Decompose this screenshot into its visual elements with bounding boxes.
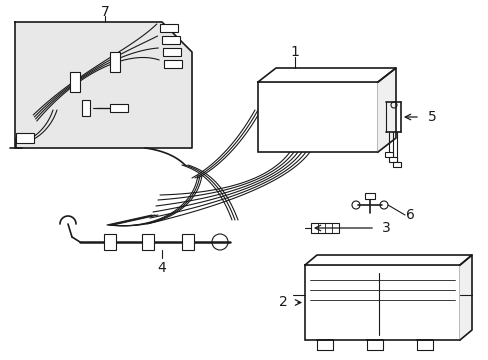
Bar	[142, 234, 154, 250]
Bar	[392, 162, 400, 167]
Bar	[310, 223, 338, 233]
Text: 7: 7	[101, 5, 109, 19]
Bar	[364, 193, 374, 199]
Text: 1: 1	[290, 45, 299, 59]
Bar	[182, 234, 194, 250]
Bar	[82, 100, 90, 116]
Bar	[110, 52, 120, 72]
Bar	[384, 152, 392, 157]
Bar	[258, 82, 377, 152]
Text: 6: 6	[405, 208, 414, 222]
Bar	[160, 24, 178, 32]
Polygon shape	[15, 22, 192, 148]
Bar	[110, 104, 128, 112]
Polygon shape	[377, 68, 395, 152]
Polygon shape	[258, 68, 395, 82]
Bar	[104, 234, 116, 250]
Text: 3: 3	[381, 221, 390, 235]
Polygon shape	[459, 255, 471, 340]
Text: 4: 4	[157, 261, 166, 275]
Bar	[305, 265, 459, 340]
Text: 5: 5	[427, 110, 436, 124]
Bar	[163, 60, 182, 68]
Bar	[163, 48, 181, 56]
Text: 2: 2	[279, 296, 287, 310]
Bar	[16, 133, 34, 143]
Bar	[388, 157, 396, 162]
Bar	[70, 72, 80, 92]
Polygon shape	[305, 255, 471, 265]
Bar	[162, 36, 180, 44]
